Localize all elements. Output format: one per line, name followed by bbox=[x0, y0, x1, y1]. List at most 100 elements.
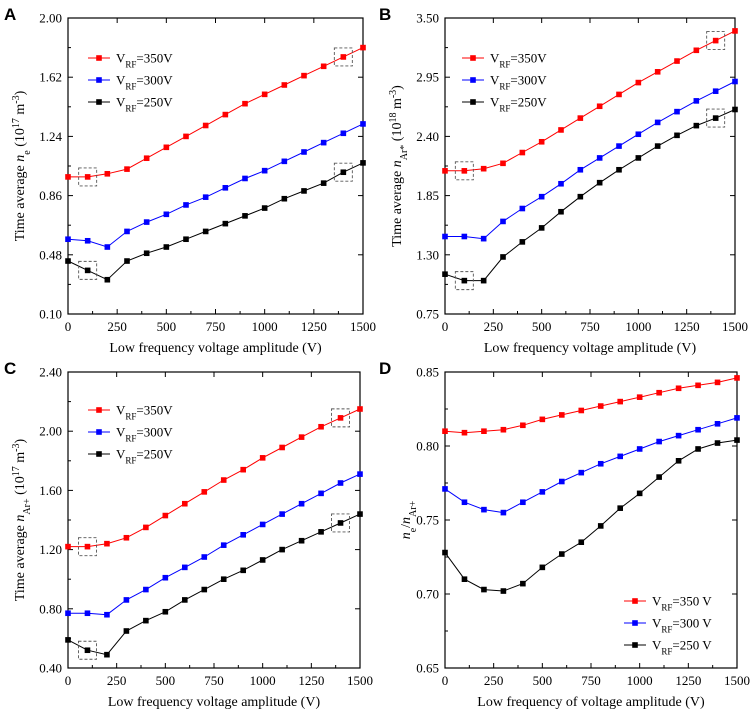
data-point bbox=[693, 47, 700, 54]
series-line bbox=[68, 473, 361, 616]
data-point bbox=[301, 149, 307, 155]
data-point bbox=[654, 119, 661, 126]
y-tick-label: 0.85 bbox=[416, 365, 439, 380]
x-tick-label: 750 bbox=[204, 673, 224, 688]
data-point bbox=[182, 597, 188, 603]
data-point bbox=[597, 460, 604, 467]
data-point bbox=[279, 511, 285, 517]
y-tick-label: 0.75 bbox=[416, 513, 439, 528]
series-line bbox=[444, 109, 736, 282]
data-point bbox=[481, 506, 487, 513]
legend-label: VRF=250V bbox=[116, 447, 173, 466]
data-point bbox=[202, 122, 209, 129]
x-tick-label: 1250 bbox=[674, 319, 700, 334]
data-point bbox=[84, 610, 91, 617]
data-point bbox=[143, 586, 149, 593]
data-point bbox=[500, 509, 507, 516]
data-point bbox=[357, 471, 363, 477]
data-point bbox=[143, 219, 150, 225]
data-point bbox=[201, 586, 208, 593]
data-point bbox=[320, 139, 327, 146]
series-line bbox=[444, 417, 738, 514]
y-tick-label: 0.40 bbox=[39, 661, 62, 676]
data-point bbox=[182, 500, 188, 507]
x-tick-label: 0 bbox=[442, 319, 449, 334]
panel-letter: A bbox=[4, 5, 16, 24]
data-point bbox=[442, 233, 448, 240]
data-point bbox=[84, 267, 91, 274]
data-point bbox=[500, 254, 506, 260]
data-point bbox=[519, 205, 526, 212]
data-point bbox=[201, 489, 208, 495]
data-point bbox=[202, 194, 209, 200]
data-point bbox=[220, 477, 227, 483]
highlight-box bbox=[78, 260, 98, 280]
y-tick-label: 0.80 bbox=[39, 601, 62, 616]
highlight-box bbox=[331, 408, 350, 428]
series-line bbox=[67, 123, 364, 248]
x-tick-label: 500 bbox=[532, 319, 552, 334]
legend-marker bbox=[96, 429, 102, 435]
legend-label: VRF=350V bbox=[490, 51, 547, 70]
data-point bbox=[261, 205, 268, 211]
data-point bbox=[714, 440, 721, 446]
data-point bbox=[635, 131, 642, 138]
data-point bbox=[442, 549, 448, 556]
data-point bbox=[636, 490, 643, 497]
x-tick-label: 1000 bbox=[627, 673, 653, 688]
data-point bbox=[183, 133, 189, 140]
data-point bbox=[65, 610, 71, 617]
data-point bbox=[340, 54, 347, 60]
data-point bbox=[163, 144, 170, 151]
data-point bbox=[279, 546, 285, 553]
data-point bbox=[357, 511, 363, 517]
legend-label: VRF=250V bbox=[116, 95, 173, 114]
data-point bbox=[538, 225, 545, 231]
data-point bbox=[163, 211, 170, 218]
legend-label: VRF=350V bbox=[116, 403, 173, 422]
data-point bbox=[714, 379, 721, 386]
y-axis-label: ne/nAr+ bbox=[399, 500, 419, 539]
data-point bbox=[577, 115, 584, 121]
data-point bbox=[577, 166, 584, 173]
data-point bbox=[442, 486, 448, 492]
data-point bbox=[461, 499, 468, 506]
x-tick-label: 250 bbox=[107, 673, 127, 688]
data-point bbox=[734, 375, 740, 381]
data-point bbox=[461, 277, 468, 284]
data-point bbox=[539, 416, 546, 423]
data-point bbox=[732, 106, 738, 113]
data-point bbox=[104, 611, 110, 618]
legend-marker bbox=[470, 77, 476, 83]
data-point bbox=[222, 185, 229, 191]
data-point bbox=[500, 588, 507, 594]
data-point bbox=[636, 446, 643, 452]
panel-c: C 0 250 500 750 1000 1250 1500 0.40 0.80 1.20 1.60 2… bbox=[4, 359, 373, 710]
data-point bbox=[597, 403, 604, 409]
data-point bbox=[183, 236, 189, 243]
y-tick-label: 3.50 bbox=[416, 11, 439, 26]
data-point bbox=[539, 564, 546, 571]
highlight-box bbox=[454, 161, 474, 181]
legend-marker bbox=[96, 451, 102, 457]
data-point bbox=[337, 520, 344, 526]
plot-frame bbox=[444, 17, 736, 315]
y-tick-label: 0.70 bbox=[416, 587, 439, 602]
data-point bbox=[558, 208, 564, 215]
highlight-box bbox=[454, 271, 474, 291]
data-point bbox=[617, 398, 623, 405]
data-point bbox=[240, 532, 246, 538]
data-point bbox=[281, 82, 288, 88]
data-point bbox=[340, 130, 347, 137]
data-point bbox=[519, 149, 526, 156]
x-tick-label: 1250 bbox=[675, 673, 701, 688]
data-point bbox=[65, 543, 71, 550]
data-point bbox=[202, 228, 209, 235]
panel-letter: D bbox=[379, 359, 391, 378]
data-point bbox=[538, 193, 545, 200]
panel-d: D 0 250 500 750 1000 1250 1500 0.65 0.70 0.75 0.80 0… bbox=[379, 359, 750, 710]
x-axis-label: Low frequency voltage amplitude (V) bbox=[109, 341, 322, 356]
legend-marker bbox=[632, 642, 638, 648]
data-point bbox=[259, 557, 266, 563]
data-point bbox=[616, 166, 622, 173]
